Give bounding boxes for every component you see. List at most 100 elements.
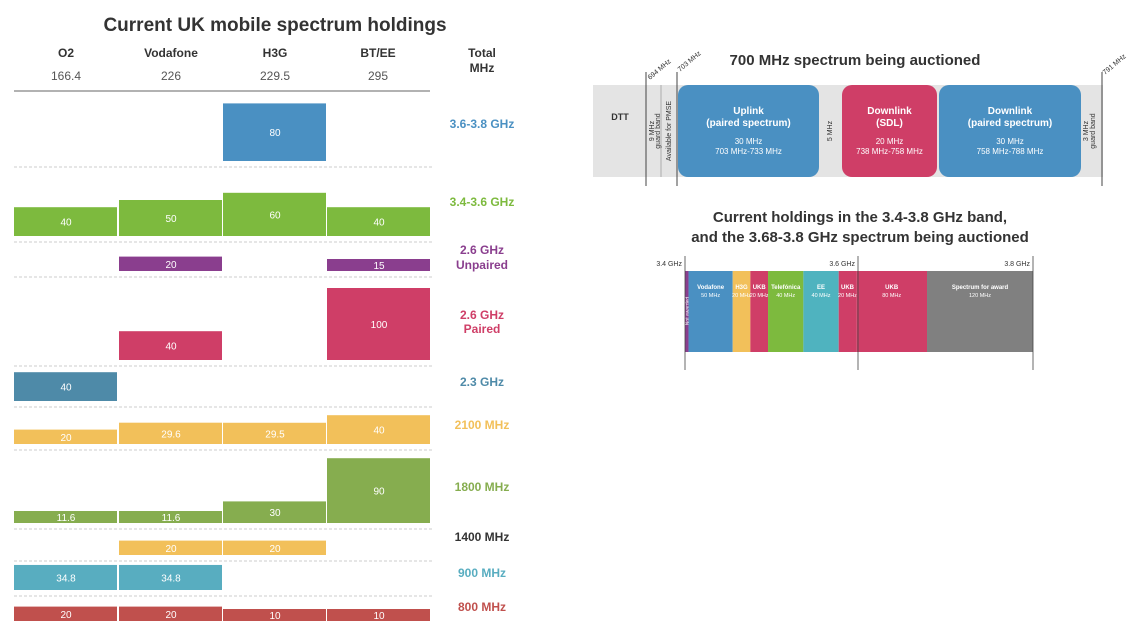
block-label: Uplink [733, 106, 764, 117]
spectrum-block [768, 271, 804, 352]
block-label: UKB [885, 285, 899, 291]
block-sublabel: 120 MHz [969, 293, 991, 299]
bar [14, 429, 117, 444]
block-sublabel: 30 MHz [996, 137, 1024, 146]
band-label: 1400 MHz [455, 530, 510, 544]
operator-name: O2 [58, 46, 74, 60]
bar [327, 207, 430, 236]
operator-name: Vodafone [144, 46, 198, 60]
rotated-label: 3 MHz [1083, 120, 1090, 141]
freq-tick-label: 3.4 GHz [656, 261, 682, 268]
bar-value-label: 40 [373, 426, 385, 437]
bar-value-label: 100 [371, 320, 388, 331]
band-label: 900 MHz [458, 566, 506, 580]
freq-tick-label: 3.8 GHz [1004, 261, 1030, 268]
bar-value-label: 90 [373, 487, 385, 498]
band-label: 2100 MHz [455, 418, 510, 432]
block-label: (SDL) [876, 118, 903, 129]
operator-name: BT/EE [360, 46, 395, 60]
spectrum-block [927, 271, 1033, 352]
rotated-label: guard band [1090, 113, 1097, 149]
bar-value-label: 80 [269, 128, 281, 139]
block-label: Vodafone [697, 285, 725, 291]
bar-value-label: 29.5 [265, 429, 285, 440]
block-label: Downlink [988, 106, 1033, 117]
bar-value-label: 20 [60, 433, 72, 444]
bar [223, 540, 326, 555]
bar-value-label: 50 [165, 214, 177, 225]
bar [223, 422, 326, 444]
bar [327, 458, 430, 523]
block-label: Downlink [867, 106, 912, 117]
band-label: 2.6 GHz [460, 308, 504, 322]
total-header: Total [468, 46, 496, 60]
block-sublabel: 20 MHz [838, 293, 857, 299]
bar [327, 259, 430, 271]
bar [327, 288, 430, 360]
bar [14, 606, 117, 621]
spectrum-block [732, 271, 751, 352]
block-sublabel: 703 MHz-733 MHz [715, 147, 782, 156]
chart-subtitle: and the 3.68-3.8 GHz spectrum being auct… [691, 229, 1029, 246]
band-label: 1800 MHz [455, 480, 510, 494]
bar-value-label: 20 [165, 544, 177, 555]
rotated-label: 5 MHz [827, 120, 834, 141]
bar-value-label: 30 [269, 508, 281, 519]
block-label: EE [817, 285, 825, 291]
rotated-label: Available for PMSE [666, 101, 673, 162]
bar [14, 207, 117, 236]
bar [119, 256, 222, 271]
bar-value-label: 11.6 [57, 513, 76, 524]
band-label: 2.6 GHz [460, 243, 504, 257]
block-sublabel: 20 MHz [750, 293, 769, 299]
bar-value-label: 34.8 [161, 573, 181, 584]
operator-header: O2 166.4 Vodafone 226 H3G 229.5 BT/EE 295 TotalM… [14, 46, 496, 92]
bar-value-label: 11.6 [162, 513, 181, 524]
block-label: Spectrum for award [952, 285, 1009, 291]
band-label: 2.3 GHz [460, 375, 504, 389]
operator-total: 226 [161, 69, 181, 83]
spectrum-block [939, 85, 1081, 177]
spectrum-block [685, 271, 689, 352]
holdings-bars: 80 3.6-3.8 GHz 40 50 60 40 3.4-3.6 GHz 20 15 2.6 … [14, 103, 514, 622]
bar-value-label: 20 [165, 260, 177, 271]
total-header: MHz [470, 61, 495, 75]
bar [119, 422, 222, 444]
operator-total: 295 [368, 69, 388, 83]
bar-value-label: 20 [165, 610, 177, 621]
bar [119, 606, 222, 621]
bar-value-label: 20 [60, 610, 72, 621]
operator-total: 229.5 [260, 69, 290, 83]
bar-value-label: 60 [269, 210, 281, 221]
block-sublabel: 20 MHz [876, 137, 904, 146]
block-label: Telefónica [771, 285, 801, 291]
band-label: 800 MHz [458, 600, 506, 614]
bar-value-label: 40 [165, 342, 177, 353]
bar-value-label: 40 [60, 218, 72, 229]
spectrum-block [750, 271, 769, 352]
rotated-label: Not awarded [685, 297, 691, 326]
block-label: DTT [611, 112, 629, 122]
block-label: (paired spectrum) [968, 118, 1052, 129]
band-label: Paired [464, 322, 501, 336]
block-sublabel: 20 MHz [732, 293, 751, 299]
band-label: 3.6-3.8 GHz [450, 117, 515, 131]
bar-value-label: 29.6 [161, 429, 181, 440]
block-label: H3G [735, 285, 748, 291]
bar [223, 192, 326, 236]
bar [223, 501, 326, 523]
bar-value-label: 10 [373, 611, 385, 622]
spectrum-block [838, 271, 857, 352]
rotated-label: 9 MHz [649, 120, 656, 141]
bar-value-label: 15 [373, 261, 385, 272]
bar [14, 511, 117, 523]
bar-value-label: 10 [269, 611, 281, 622]
spectrum-block [678, 85, 819, 177]
block-label: UKB [841, 285, 855, 291]
rotated-label: guard band [655, 113, 662, 149]
operator-name: H3G [263, 46, 288, 60]
block-sublabel: 758 MHz-788 MHz [977, 147, 1044, 156]
